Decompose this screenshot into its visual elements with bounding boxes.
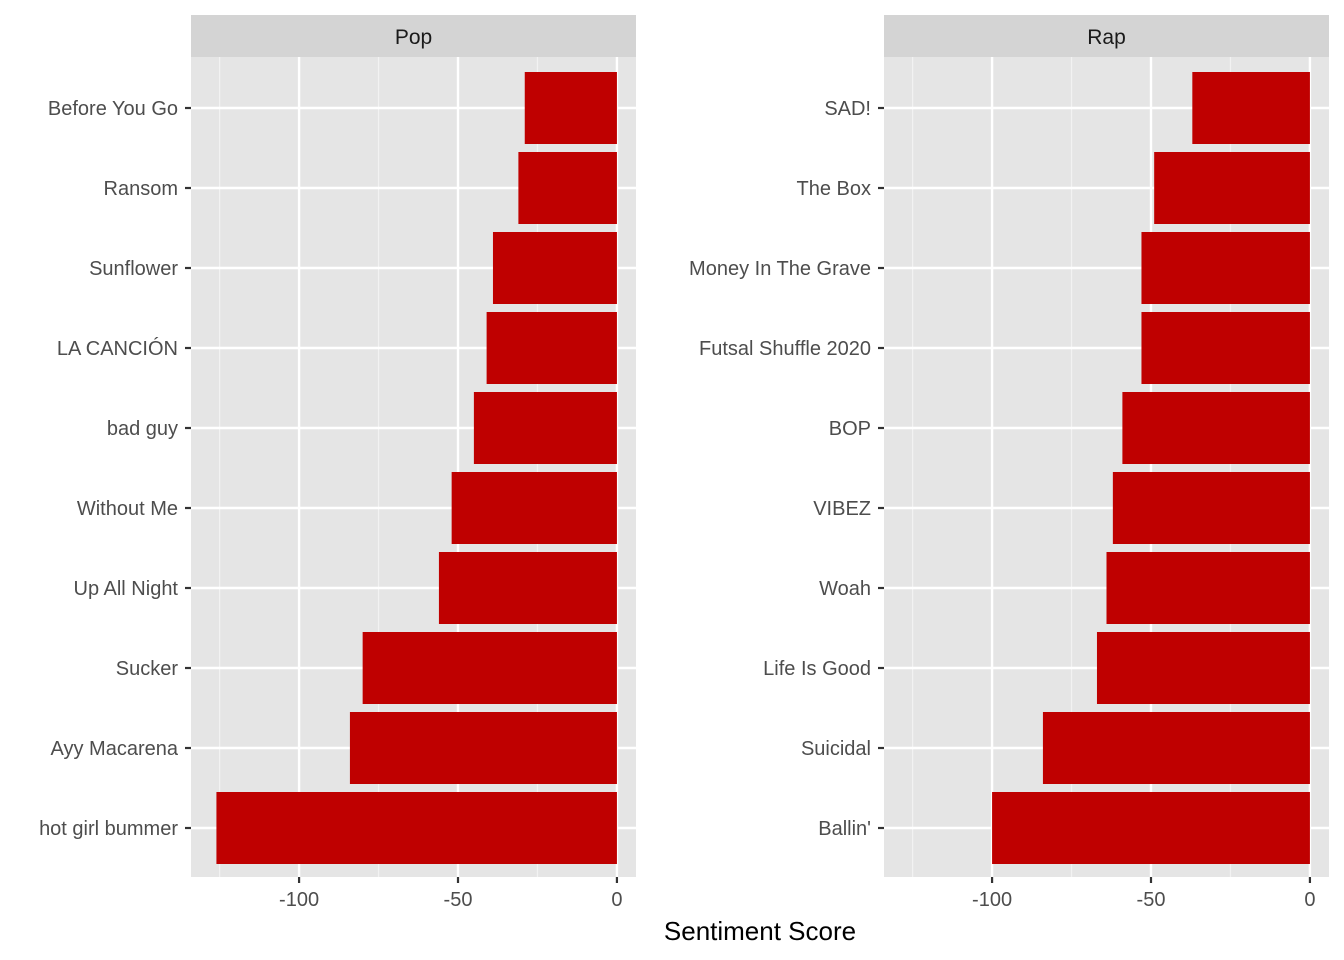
y-tick-label: Ballin' xyxy=(818,818,871,840)
bar xyxy=(1106,552,1310,624)
y-tick-label: Ransom xyxy=(104,178,178,200)
facet-panels: Pop Before You Go Ransom Sunflower LA CANCIÓ… xyxy=(39,15,1329,911)
y-tick-label: Futsal Shuffle 2020 xyxy=(699,338,871,360)
x-tick-label: 0 xyxy=(611,889,622,911)
y-tick-label: hot girl bummer xyxy=(39,818,178,840)
bar xyxy=(438,552,617,624)
x-axis-title: Sentiment Score xyxy=(664,916,856,946)
bar xyxy=(473,392,617,464)
y-tick-label: Before You Go xyxy=(48,98,178,120)
facet-strip xyxy=(884,15,1329,57)
bar xyxy=(1122,392,1310,464)
y-tick-label: Without Me xyxy=(77,498,178,520)
bar xyxy=(1096,632,1310,704)
y-tick-label: bad guy xyxy=(107,418,178,440)
y-tick-label: VIBEZ xyxy=(813,498,871,520)
y-tick-label: Woah xyxy=(819,578,871,600)
x-tick-label: -100 xyxy=(279,889,319,911)
y-tick-label: Sucker xyxy=(116,658,179,680)
x-tick-label: -50 xyxy=(444,889,473,911)
bar xyxy=(1042,712,1310,784)
facet-panel-pop: Pop Before You Go Ransom Sunflower LA CANCIÓ… xyxy=(39,15,636,911)
y-tick-label: Life Is Good xyxy=(763,658,871,680)
y-tick-label: Sunflower xyxy=(89,258,178,280)
bar xyxy=(492,232,617,304)
y-tick-label: BOP xyxy=(829,418,871,440)
bar xyxy=(349,712,617,784)
bar xyxy=(992,792,1310,864)
y-tick-label: Money In The Grave xyxy=(689,258,871,280)
facet-strip-label: Rap xyxy=(1087,26,1126,49)
x-tick-label: -100 xyxy=(972,889,1012,911)
bar xyxy=(1112,472,1310,544)
bar xyxy=(1192,72,1310,144)
bar xyxy=(1141,312,1310,384)
y-tick-label: Up All Night xyxy=(74,578,179,600)
bar xyxy=(524,72,617,144)
bar xyxy=(362,632,617,704)
y-tick-label: Suicidal xyxy=(801,738,871,760)
x-tick-label: 0 xyxy=(1304,889,1315,911)
facet-strip-label: Pop xyxy=(395,26,432,49)
facet-panel-rap: Rap SAD! The Box Money In The Grave Futsal … xyxy=(689,15,1329,911)
facet-strip xyxy=(191,15,636,57)
y-tick-label: SAD! xyxy=(824,98,871,120)
y-tick-label: Ayy Macarena xyxy=(51,738,179,760)
y-tick-label: The Box xyxy=(797,178,871,200)
bar xyxy=(216,792,617,864)
x-tick-label: -50 xyxy=(1137,889,1166,911)
bar xyxy=(451,472,617,544)
bar xyxy=(1154,152,1310,224)
bar xyxy=(486,312,617,384)
y-tick-label: LA CANCIÓN xyxy=(57,337,178,360)
bar xyxy=(518,152,617,224)
bar xyxy=(1141,232,1310,304)
